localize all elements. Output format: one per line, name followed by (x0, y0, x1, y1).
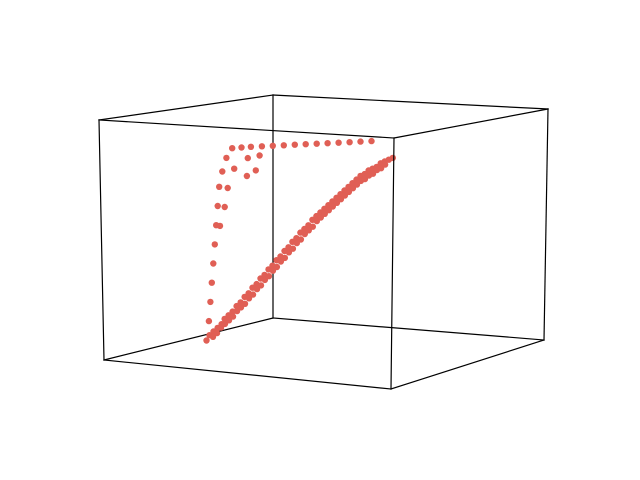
data-point (223, 154, 230, 162)
box-edge-front-top (98, 119, 395, 139)
data-point (302, 141, 309, 148)
box-edge-front-left (98, 119, 105, 361)
data-point (249, 291, 257, 298)
data-point (346, 139, 353, 146)
box-edge-front-right (390, 137, 395, 390)
data-point (244, 154, 251, 162)
data-point (329, 203, 336, 210)
data-point (309, 223, 316, 230)
data-point (257, 282, 265, 289)
box-edge-back-top (272, 94, 549, 110)
box-edge-back-right-vertical (543, 108, 549, 341)
data-point (381, 161, 389, 168)
data-point (273, 263, 281, 271)
box-edge-left-bottom-depth (103, 317, 274, 361)
data-point (280, 142, 287, 149)
data-point (361, 175, 369, 183)
data-point (291, 141, 298, 148)
data-point (256, 152, 263, 159)
data-point (205, 317, 213, 325)
box-edge-back-bottom (272, 317, 545, 341)
box-back-edges (103, 94, 549, 361)
data-point (207, 298, 214, 306)
data-point (258, 143, 266, 150)
data-point (313, 140, 320, 147)
data-point (203, 337, 210, 344)
data-point (247, 143, 255, 150)
data-point (357, 138, 364, 145)
data-point (265, 273, 273, 280)
data-point (241, 300, 249, 307)
data-point (238, 144, 245, 151)
data-point (293, 239, 300, 247)
data-point (289, 245, 297, 252)
data-point (224, 184, 231, 192)
data-point (214, 202, 221, 210)
data-point (210, 260, 217, 267)
data-point (221, 203, 228, 211)
data-point (229, 145, 236, 152)
data-point (208, 279, 215, 286)
data-point (229, 313, 237, 320)
data-point (219, 168, 226, 175)
data-point (211, 241, 218, 248)
box-edge-right-top-depth (393, 108, 549, 139)
data-point (368, 137, 375, 145)
data-point (335, 139, 342, 146)
data-point (269, 142, 276, 149)
data-point (389, 154, 396, 162)
box-edge-left-top-depth (98, 94, 274, 121)
data-point (297, 236, 305, 243)
data-point (281, 254, 289, 262)
data-point (231, 165, 238, 172)
data-points (203, 137, 396, 344)
data-point (324, 140, 331, 147)
data-point (213, 329, 221, 337)
box-front-edges (98, 94, 549, 390)
data-point (216, 183, 223, 190)
box-edge-front-bottom (103, 359, 392, 390)
data-point (243, 172, 251, 180)
data-point (216, 222, 224, 230)
data-point (252, 167, 259, 174)
box-edge-right-bottom-depth (390, 339, 545, 390)
